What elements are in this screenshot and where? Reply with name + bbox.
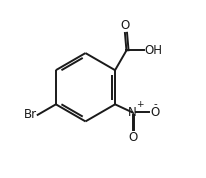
Text: OH: OH bbox=[145, 44, 163, 57]
Text: -: - bbox=[154, 99, 158, 109]
Text: O: O bbox=[120, 19, 130, 32]
Text: N: N bbox=[128, 106, 137, 119]
Text: O: O bbox=[151, 106, 160, 119]
Text: O: O bbox=[128, 131, 137, 144]
Text: +: + bbox=[136, 100, 144, 109]
Text: Br: Br bbox=[24, 108, 37, 121]
